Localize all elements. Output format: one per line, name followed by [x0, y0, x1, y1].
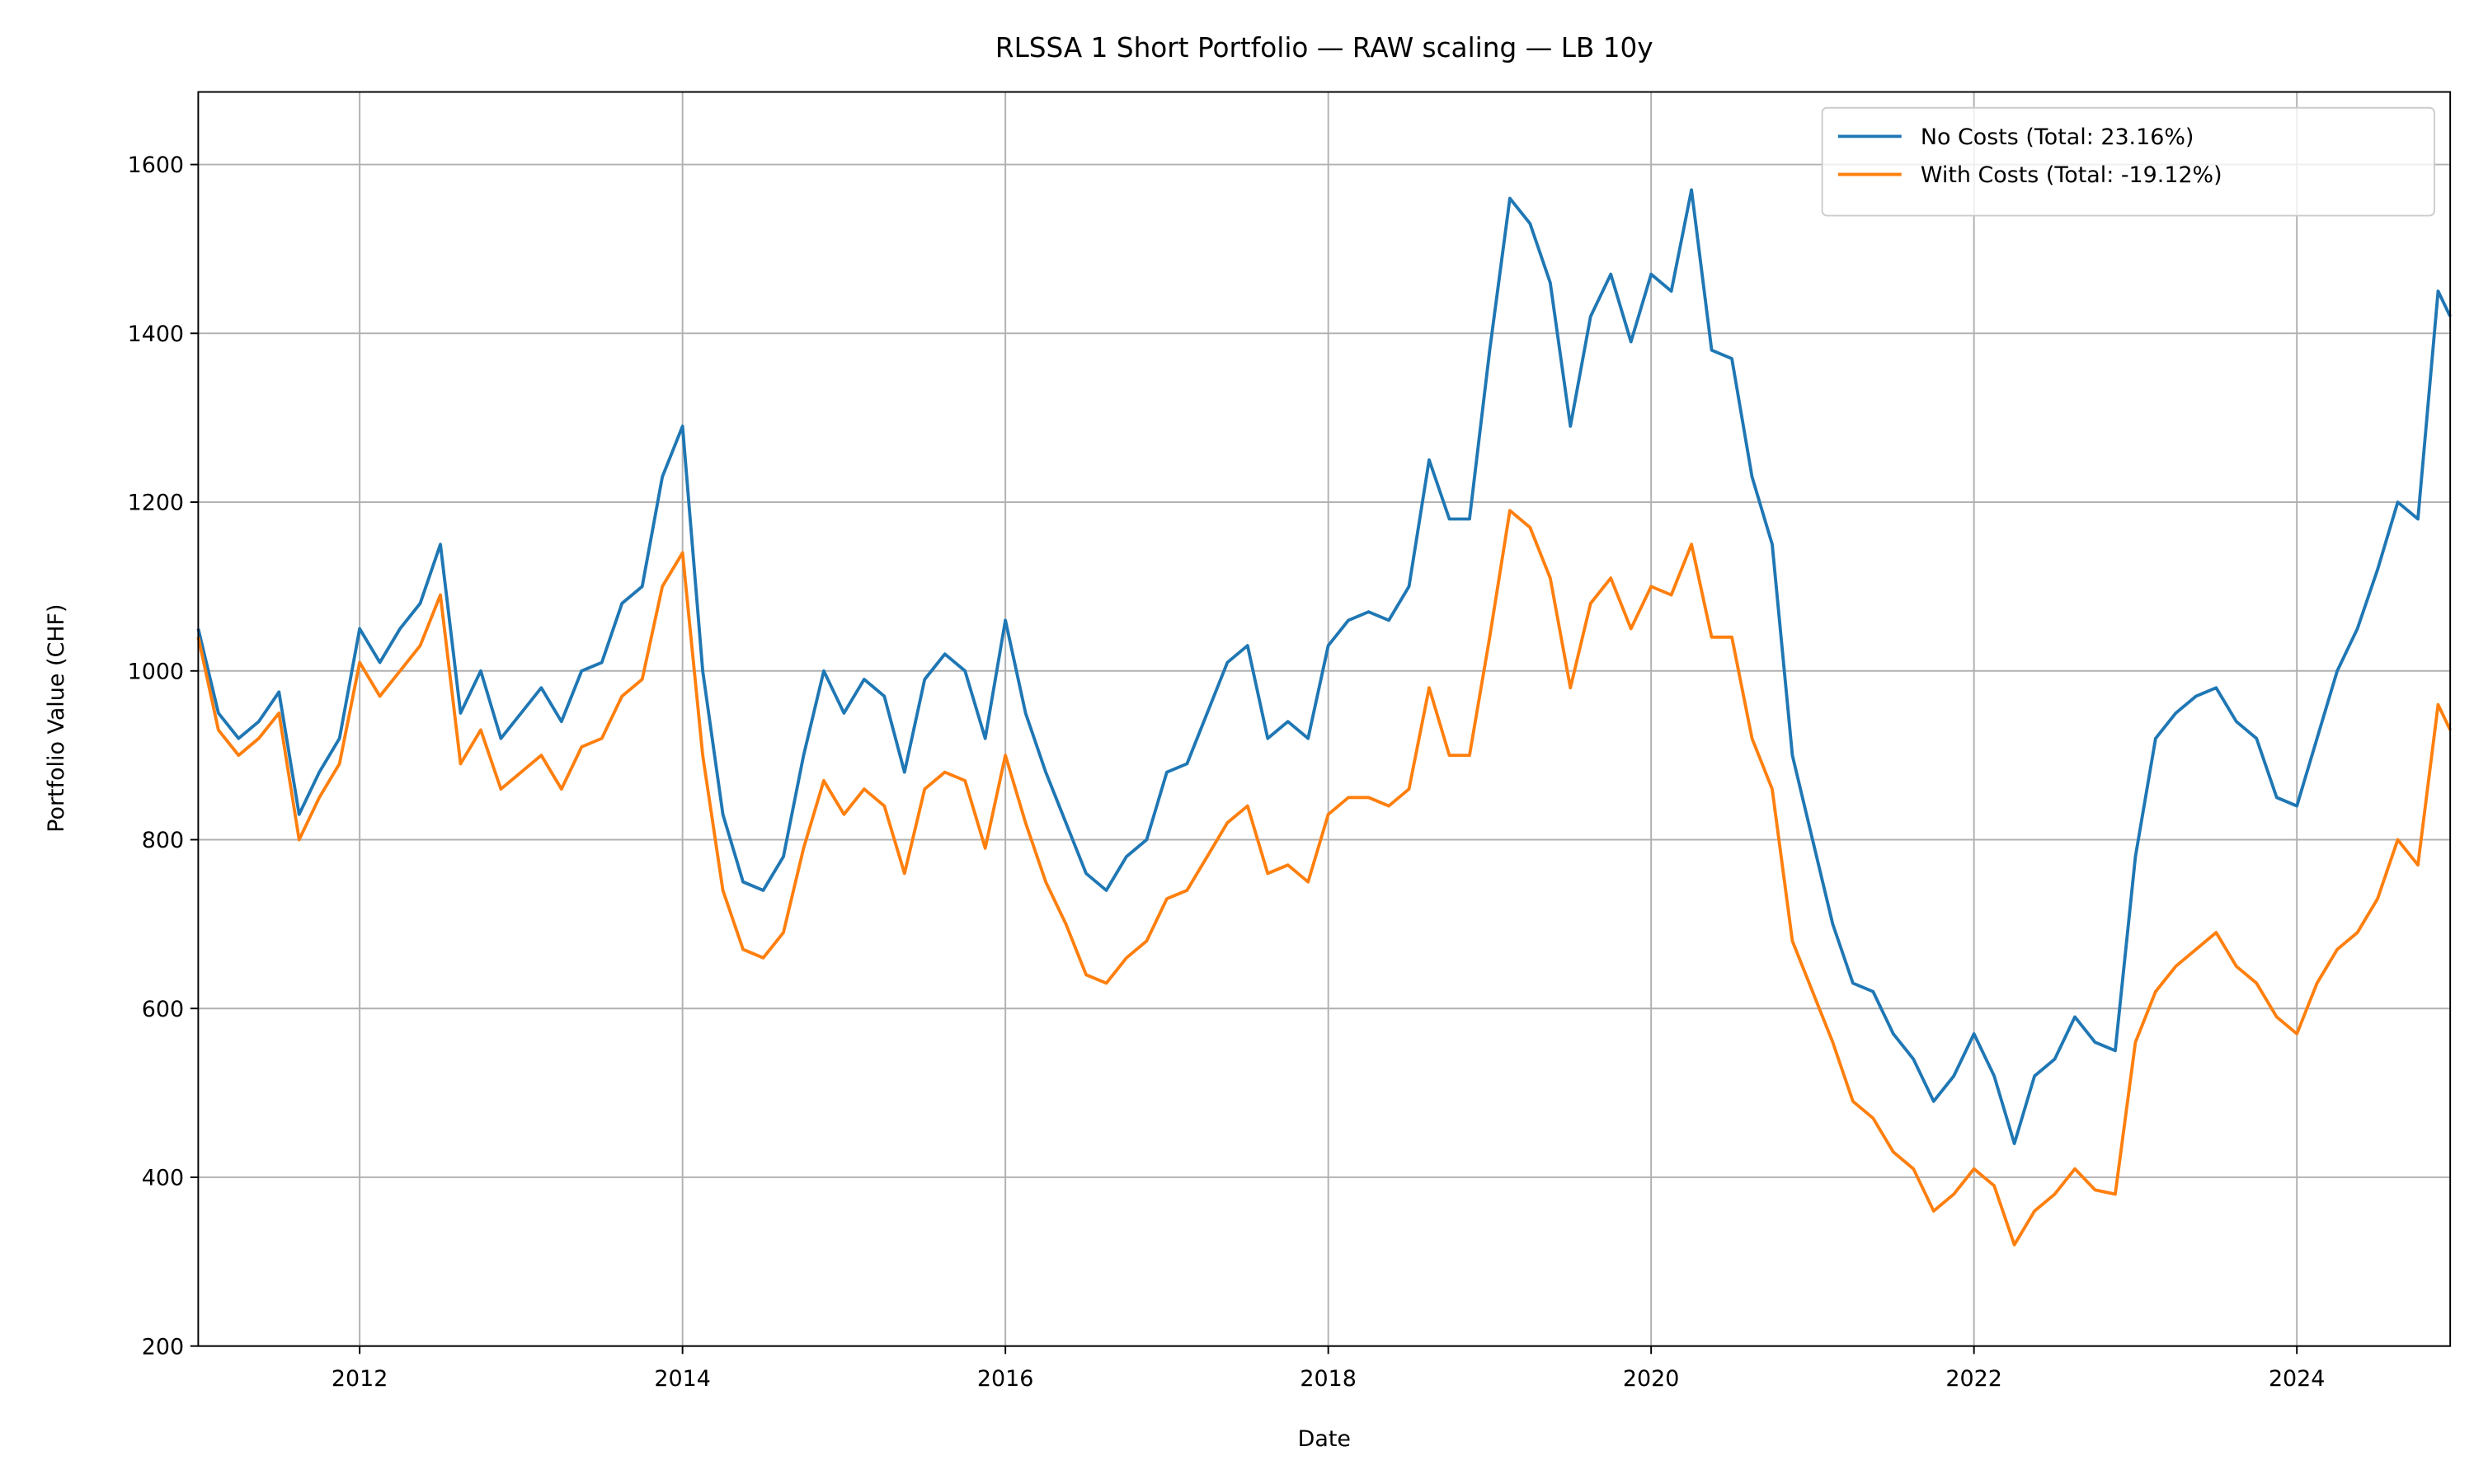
- x-tick-label: 2020: [1623, 1366, 1679, 1392]
- y-tick-label: 1400: [128, 322, 184, 347]
- legend-box: [1821, 106, 2435, 217]
- x-axis-label: Date: [1298, 1426, 1351, 1452]
- plot-area: 200 400 600 800 1000 1200 1400 1600 2012 2014 2016…: [128, 91, 2452, 1392]
- x-tick-label: 2022: [1945, 1366, 2001, 1392]
- series-line: [196, 188, 2452, 1145]
- y-tick-label: 1600: [128, 153, 184, 178]
- plot-frame: [197, 91, 2452, 1347]
- legend-label: With Costs (Total: -19.12%): [1921, 162, 2222, 188]
- x-tick-label: 2018: [1300, 1366, 1356, 1392]
- series-line: [196, 509, 2452, 1247]
- y-tick-label: 400: [142, 1166, 184, 1191]
- y-tick-label: 200: [142, 1334, 184, 1360]
- y-tick-label: 1200: [128, 491, 184, 516]
- x-tick-label: 2024: [2269, 1366, 2325, 1392]
- y-tick-label: 600: [142, 997, 184, 1022]
- x-tick-label: 2016: [977, 1366, 1033, 1392]
- y-tick-label: 1000: [128, 659, 184, 684]
- y-tick-label: 800: [142, 828, 184, 853]
- chart-title: RLSSA 1 Short Portfolio — RAW scaling — …: [995, 32, 1653, 63]
- legend: No Costs (Total: 23.16%) With Costs (Tota…: [1821, 106, 2435, 217]
- y-axis-label: Portfolio Value (CHF): [44, 604, 69, 833]
- x-tick-label: 2014: [654, 1366, 710, 1392]
- x-tick-label: 2012: [332, 1366, 388, 1392]
- legend-label: No Costs (Total: 23.16%): [1921, 124, 2194, 150]
